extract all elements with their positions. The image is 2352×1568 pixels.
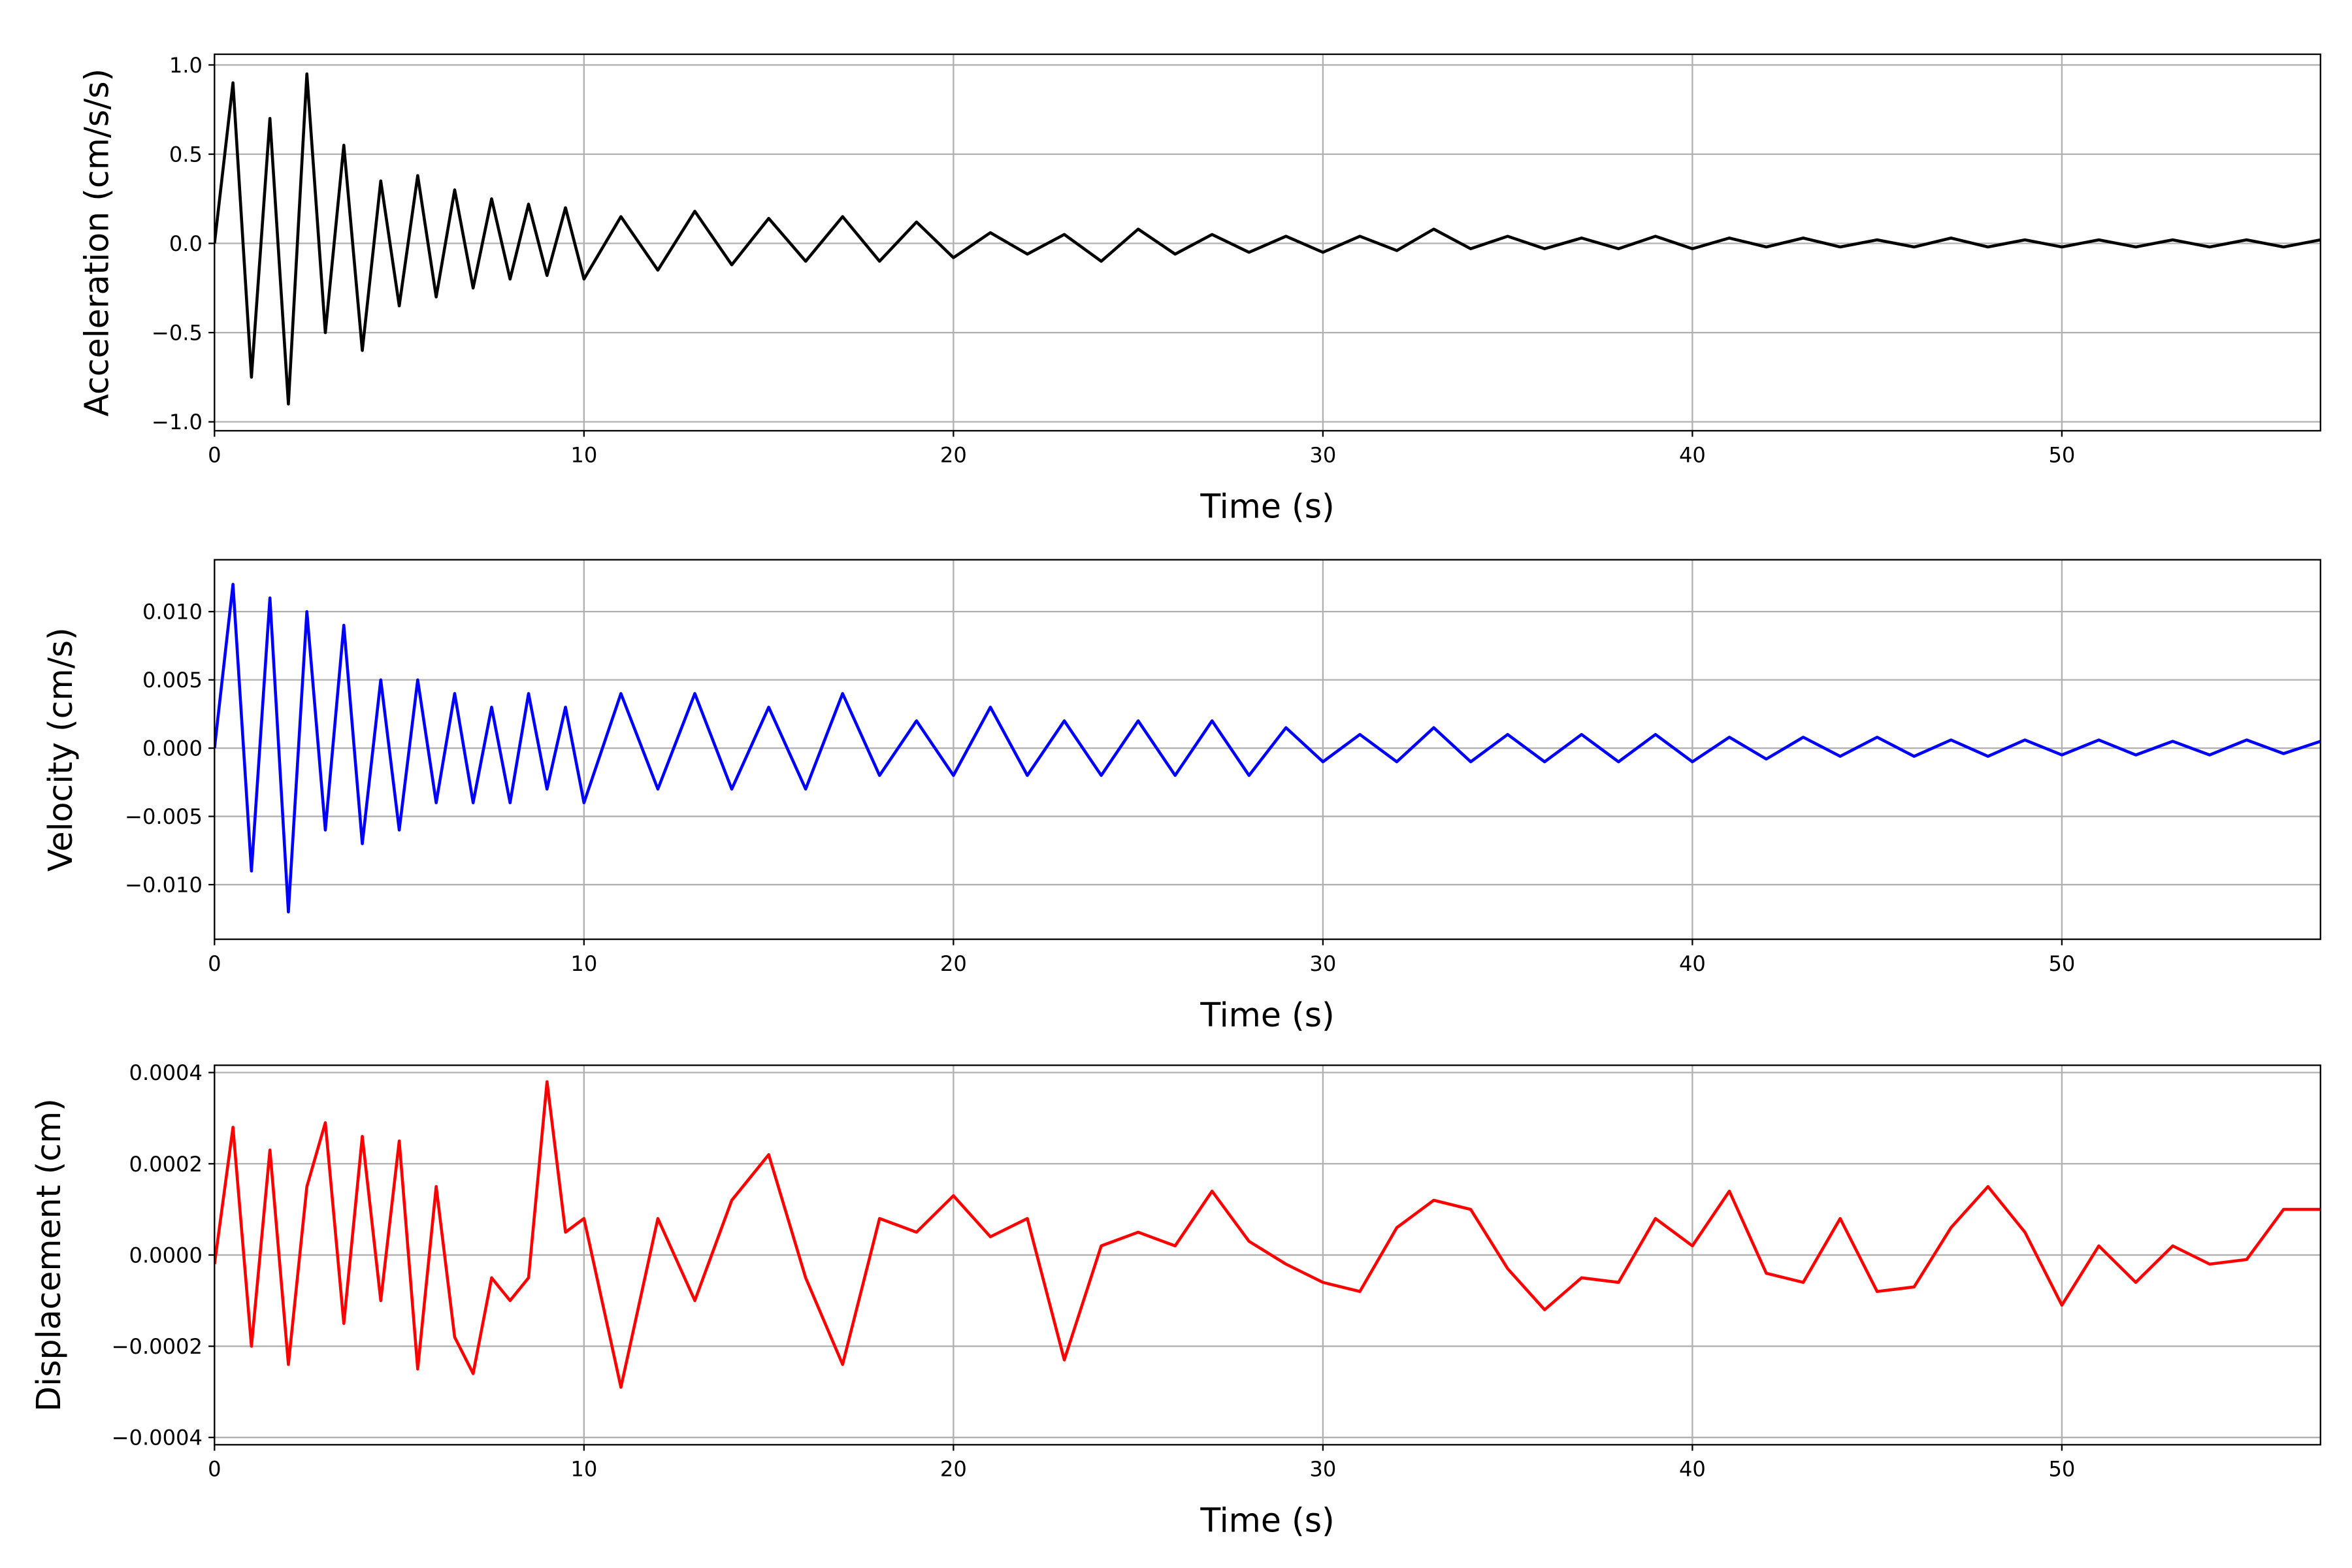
y-axis-label: Displacement (cm) xyxy=(29,1098,68,1412)
y-tick-label: 0.0000 xyxy=(129,1243,203,1267)
y-tick-label: −1.0 xyxy=(152,410,203,434)
y-tick-label: −0.5 xyxy=(152,321,203,346)
y-axis-label: Velocity (cm/s) xyxy=(41,627,80,872)
y-tick-label: −0.005 xyxy=(125,804,203,829)
x-tick-label: 50 xyxy=(2048,1457,2075,1482)
y-tick-label: −0.0002 xyxy=(112,1334,203,1359)
x-tick-label: 20 xyxy=(940,1457,967,1482)
data-line xyxy=(214,583,2321,914)
x-tick-label: 10 xyxy=(570,951,597,976)
x-tick-label: 0 xyxy=(208,951,221,976)
x-tick-label: 30 xyxy=(1309,1457,1336,1482)
y-tick-label: 0.005 xyxy=(142,668,203,693)
axes-frame xyxy=(214,559,2321,940)
y-axis-label: Acceleration (cm/s/s) xyxy=(77,69,116,417)
x-tick-label: 30 xyxy=(1309,443,1336,468)
x-tick-label: 0 xyxy=(208,1457,221,1482)
x-tick-label: 10 xyxy=(570,443,597,468)
y-tick-label: 0.000 xyxy=(142,736,203,761)
x-tick-label: 50 xyxy=(2048,951,2075,976)
x-axis-label: Time (s) xyxy=(1200,487,1334,525)
x-tick-label: 0 xyxy=(208,443,221,468)
axes-frame xyxy=(214,53,2321,432)
x-tick-label: 30 xyxy=(1309,951,1336,976)
x-tick-label: 20 xyxy=(940,951,967,976)
y-tick-label: 0.0004 xyxy=(129,1060,203,1085)
x-tick-label: 40 xyxy=(1679,443,1706,468)
x-axis-label: Time (s) xyxy=(1200,996,1334,1034)
x-tick-label: 50 xyxy=(2048,443,2075,468)
y-tick-label: −0.010 xyxy=(125,873,203,898)
y-tick-label: 0.5 xyxy=(169,142,203,167)
y-tick-label: −0.0004 xyxy=(112,1426,203,1450)
x-tick-label: 40 xyxy=(1679,951,1706,976)
x-tick-label: 40 xyxy=(1679,1457,1706,1482)
y-tick-label: 0.010 xyxy=(142,600,203,625)
y-tick-label: 0.0002 xyxy=(129,1152,203,1177)
x-tick-label: 10 xyxy=(570,1457,597,1482)
data-line xyxy=(214,72,2321,406)
x-tick-label: 20 xyxy=(940,443,967,468)
x-axis-label: Time (s) xyxy=(1200,1501,1334,1540)
data-line xyxy=(214,1080,2321,1389)
axes-frame xyxy=(214,1064,2321,1446)
y-tick-label: 1.0 xyxy=(169,53,203,78)
y-tick-label: 0.0 xyxy=(169,231,203,256)
